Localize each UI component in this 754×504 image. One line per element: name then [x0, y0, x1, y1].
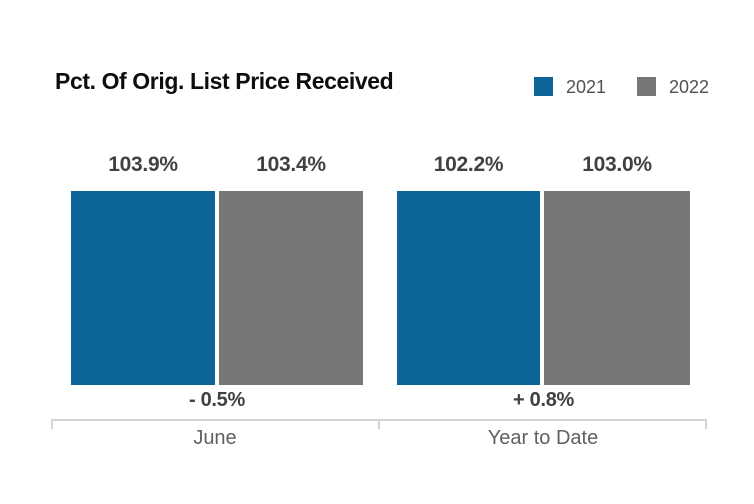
- change-label-june: - 0.5%: [188, 389, 245, 411]
- bar-june-2021: [71, 191, 215, 385]
- legend-swatch-2021: [533, 77, 553, 96]
- chart-title: Pct. Of Orig. List Price Received: [55, 68, 394, 94]
- x-axis-tick-middle: [378, 419, 380, 429]
- change-label-ytd: + 0.8%: [512, 389, 575, 411]
- value-label-june-2021: 103.9%: [108, 153, 178, 176]
- category-label-june: June: [193, 427, 237, 449]
- legend-item-2021: 2021: [533, 77, 607, 98]
- bar-june-2022: [219, 191, 363, 385]
- category-label-ytd: Year to Date: [487, 427, 599, 449]
- legend-swatch-2022: [636, 77, 656, 96]
- value-label-june-2022: 103.4%: [256, 153, 326, 176]
- value-label-ytd-2022: 103.0%: [582, 153, 652, 176]
- value-label-ytd-2021: 102.2%: [433, 153, 504, 176]
- legend-label-2022: 2022: [668, 77, 709, 97]
- bar-ytd-2021: [397, 191, 540, 385]
- legend-item-2022: 2022: [636, 77, 709, 98]
- x-axis-tick-left: [51, 419, 53, 429]
- legend-label-2021: 2021: [566, 77, 607, 97]
- x-axis-tick-right: [705, 419, 707, 429]
- bar-ytd-2022: [544, 191, 690, 385]
- legend: 2021 2022: [508, 77, 709, 97]
